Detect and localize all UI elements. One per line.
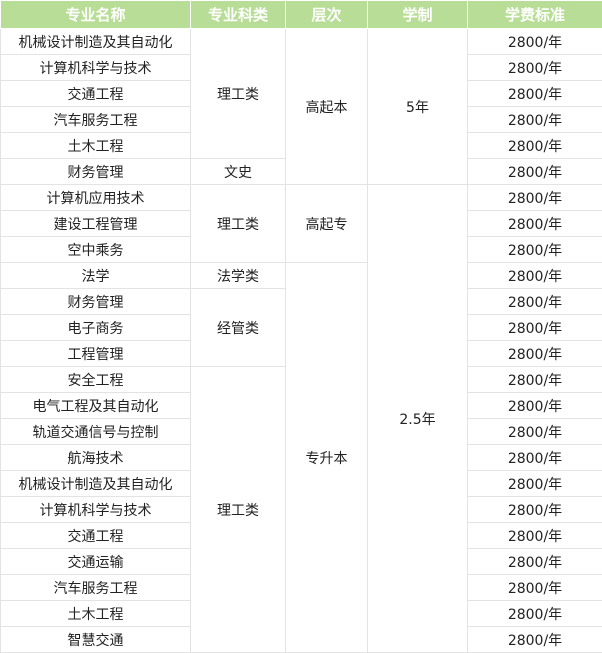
header-level: 层次 bbox=[286, 1, 368, 29]
category-cell: 理工类 bbox=[191, 29, 286, 159]
fee-cell: 2800/年 bbox=[468, 81, 602, 107]
fee-cell: 2800/年 bbox=[468, 523, 602, 549]
fee-cell: 2800/年 bbox=[468, 445, 602, 471]
fee-cell: 2800/年 bbox=[468, 55, 602, 81]
major-cell: 工程管理 bbox=[1, 341, 191, 367]
header-fee: 学费标准 bbox=[468, 1, 602, 29]
major-cell: 土木工程 bbox=[1, 601, 191, 627]
fee-cell: 2800/年 bbox=[468, 159, 602, 185]
major-cell: 安全工程 bbox=[1, 367, 191, 393]
major-cell: 机械设计制造及其自动化 bbox=[1, 471, 191, 497]
fee-cell: 2800/年 bbox=[468, 419, 602, 445]
category-cell: 理工类 bbox=[191, 367, 286, 653]
fee-cell: 2800/年 bbox=[468, 575, 602, 601]
fee-cell: 2800/年 bbox=[468, 263, 602, 289]
fee-cell: 2800/年 bbox=[468, 289, 602, 315]
category-cell: 理工类 bbox=[191, 185, 286, 263]
header-duration: 学制 bbox=[368, 1, 468, 29]
major-cell: 交通运输 bbox=[1, 549, 191, 575]
major-cell: 土木工程 bbox=[1, 133, 191, 159]
level-cell: 高起本 bbox=[286, 29, 368, 185]
duration-cell: 5年 bbox=[368, 29, 468, 185]
major-cell: 计算机科学与技术 bbox=[1, 497, 191, 523]
fee-cell: 2800/年 bbox=[468, 107, 602, 133]
major-cell: 财务管理 bbox=[1, 159, 191, 185]
header-row: 专业名称 专业科类 层次 学制 学费标准 bbox=[1, 1, 602, 29]
fee-cell: 2800/年 bbox=[468, 549, 602, 575]
fee-cell: 2800/年 bbox=[468, 393, 602, 419]
major-cell: 空中乘务 bbox=[1, 237, 191, 263]
major-cell: 电气工程及其自动化 bbox=[1, 393, 191, 419]
category-cell: 文史 bbox=[191, 159, 286, 185]
fee-cell: 2800/年 bbox=[468, 471, 602, 497]
duration-cell: 2.5年 bbox=[368, 185, 468, 653]
fee-cell: 2800/年 bbox=[468, 367, 602, 393]
major-cell: 电子商务 bbox=[1, 315, 191, 341]
major-cell: 汽车服务工程 bbox=[1, 575, 191, 601]
major-cell: 机械设计制造及其自动化 bbox=[1, 29, 191, 55]
fee-cell: 2800/年 bbox=[468, 133, 602, 159]
header-major: 专业名称 bbox=[1, 1, 191, 29]
major-cell: 计算机应用技术 bbox=[1, 185, 191, 211]
fee-cell: 2800/年 bbox=[468, 627, 602, 653]
fee-cell: 2800/年 bbox=[468, 185, 602, 211]
fee-cell: 2800/年 bbox=[468, 497, 602, 523]
level-cell: 专升本 bbox=[286, 263, 368, 653]
major-cell: 交通工程 bbox=[1, 523, 191, 549]
fee-cell: 2800/年 bbox=[468, 237, 602, 263]
major-cell: 汽车服务工程 bbox=[1, 107, 191, 133]
fee-cell: 2800/年 bbox=[468, 341, 602, 367]
fee-cell: 2800/年 bbox=[468, 315, 602, 341]
major-cell: 法学 bbox=[1, 263, 191, 289]
category-cell: 法学类 bbox=[191, 263, 286, 289]
major-cell: 计算机科学与技术 bbox=[1, 55, 191, 81]
major-cell: 航海技术 bbox=[1, 445, 191, 471]
category-cell: 经管类 bbox=[191, 289, 286, 367]
major-cell: 轨道交通信号与控制 bbox=[1, 419, 191, 445]
fee-cell: 2800/年 bbox=[468, 29, 602, 55]
major-cell: 财务管理 bbox=[1, 289, 191, 315]
level-cell: 高起专 bbox=[286, 185, 368, 263]
major-cell: 交通工程 bbox=[1, 81, 191, 107]
fee-cell: 2800/年 bbox=[468, 601, 602, 627]
header-category: 专业科类 bbox=[191, 1, 286, 29]
fee-cell: 2800/年 bbox=[468, 211, 602, 237]
major-cell: 智慧交通 bbox=[1, 627, 191, 653]
major-cell: 建设工程管理 bbox=[1, 211, 191, 237]
